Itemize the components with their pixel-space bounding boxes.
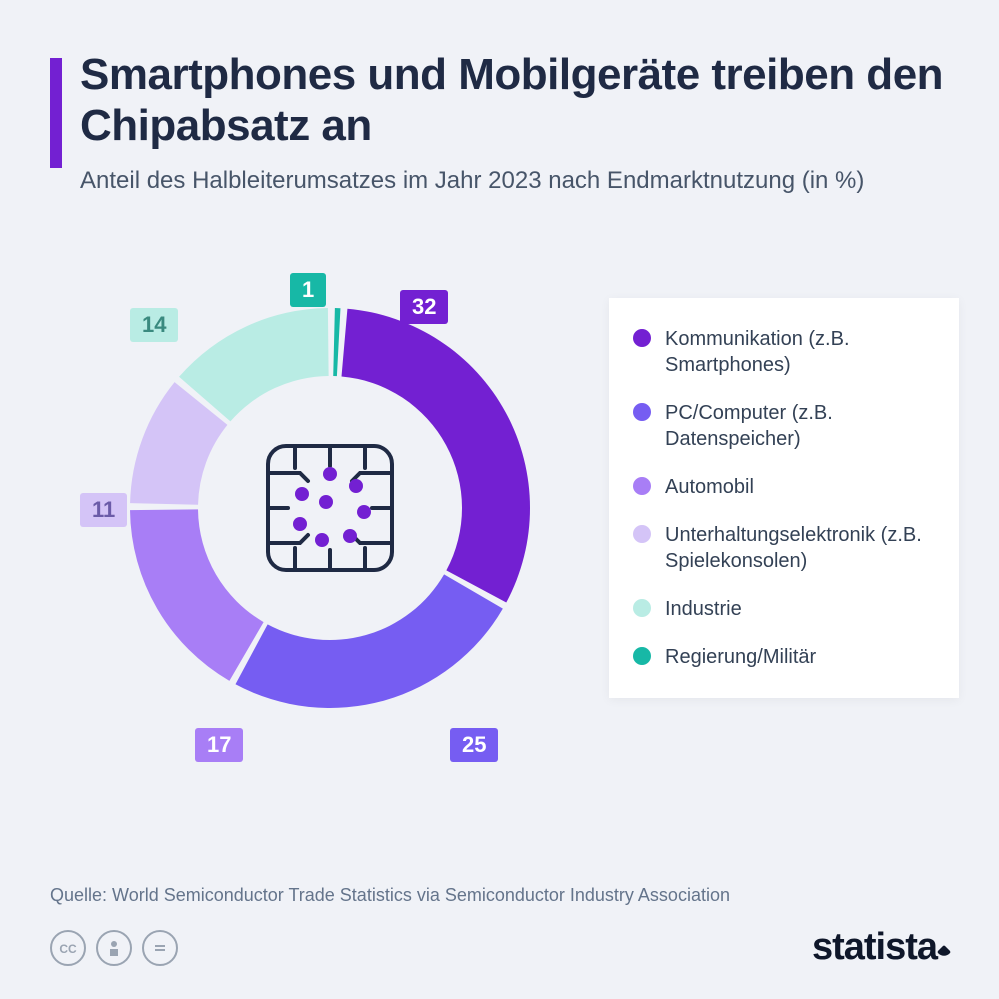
legend-dot <box>633 329 651 347</box>
donut-segment <box>333 308 340 376</box>
footer: Quelle: World Semiconductor Trade Statis… <box>50 885 949 969</box>
source-text: Quelle: World Semiconductor Trade Statis… <box>50 885 949 906</box>
accent-bar <box>50 58 62 168</box>
donut-chart <box>120 298 540 718</box>
data-label: 1 <box>290 273 326 307</box>
legend: Kommunikation (z.B. Smartphones) PC/Compu… <box>609 298 959 698</box>
statista-logo: statista <box>812 926 949 969</box>
legend-dot <box>633 525 651 543</box>
legend-label: Automobil <box>665 474 754 500</box>
legend-label: Regierung/Militär <box>665 644 816 670</box>
data-label: 14 <box>130 308 178 342</box>
legend-item: Kommunikation (z.B. Smartphones) <box>633 326 935 378</box>
data-label: 25 <box>450 728 498 762</box>
legend-dot <box>633 647 651 665</box>
header: Smartphones und Mobilgeräte treiben den … <box>50 50 949 198</box>
legend-item: Automobil <box>633 474 935 500</box>
legend-item: Unterhaltungselektronik (z.B. Spielekons… <box>633 522 935 574</box>
page-subtitle: Anteil des Halbleiterumsatzes im Jahr 20… <box>80 165 949 197</box>
legend-label: Industrie <box>665 596 742 622</box>
legend-label: Unterhaltungselektronik (z.B. Spielekons… <box>665 522 935 574</box>
data-label: 11 <box>80 493 127 527</box>
nd-icon <box>142 930 178 966</box>
svg-text:CC: CC <box>59 942 77 956</box>
chart-area: 32 25 17 11 14 1 Kommunikation (z.B. Smartpho… <box>50 258 949 778</box>
cc-icon: CC <box>50 930 86 966</box>
donut-segment <box>130 509 264 680</box>
chip-icon <box>260 438 400 578</box>
legend-item: PC/Computer (z.B. Datenspeicher) <box>633 400 935 452</box>
cc-license-icons: CC <box>50 930 178 966</box>
legend-dot <box>633 403 651 421</box>
by-icon <box>96 930 132 966</box>
legend-dot <box>633 477 651 495</box>
donut-segment <box>235 574 502 708</box>
legend-item: Regierung/Militär <box>633 644 935 670</box>
legend-label: PC/Computer (z.B. Datenspeicher) <box>665 400 935 452</box>
data-label: 17 <box>195 728 243 762</box>
legend-dot <box>633 599 651 617</box>
page-title: Smartphones und Mobilgeräte treiben den … <box>80 50 949 151</box>
legend-label: Kommunikation (z.B. Smartphones) <box>665 326 935 378</box>
data-label: 32 <box>400 290 448 324</box>
legend-item: Industrie <box>633 596 935 622</box>
